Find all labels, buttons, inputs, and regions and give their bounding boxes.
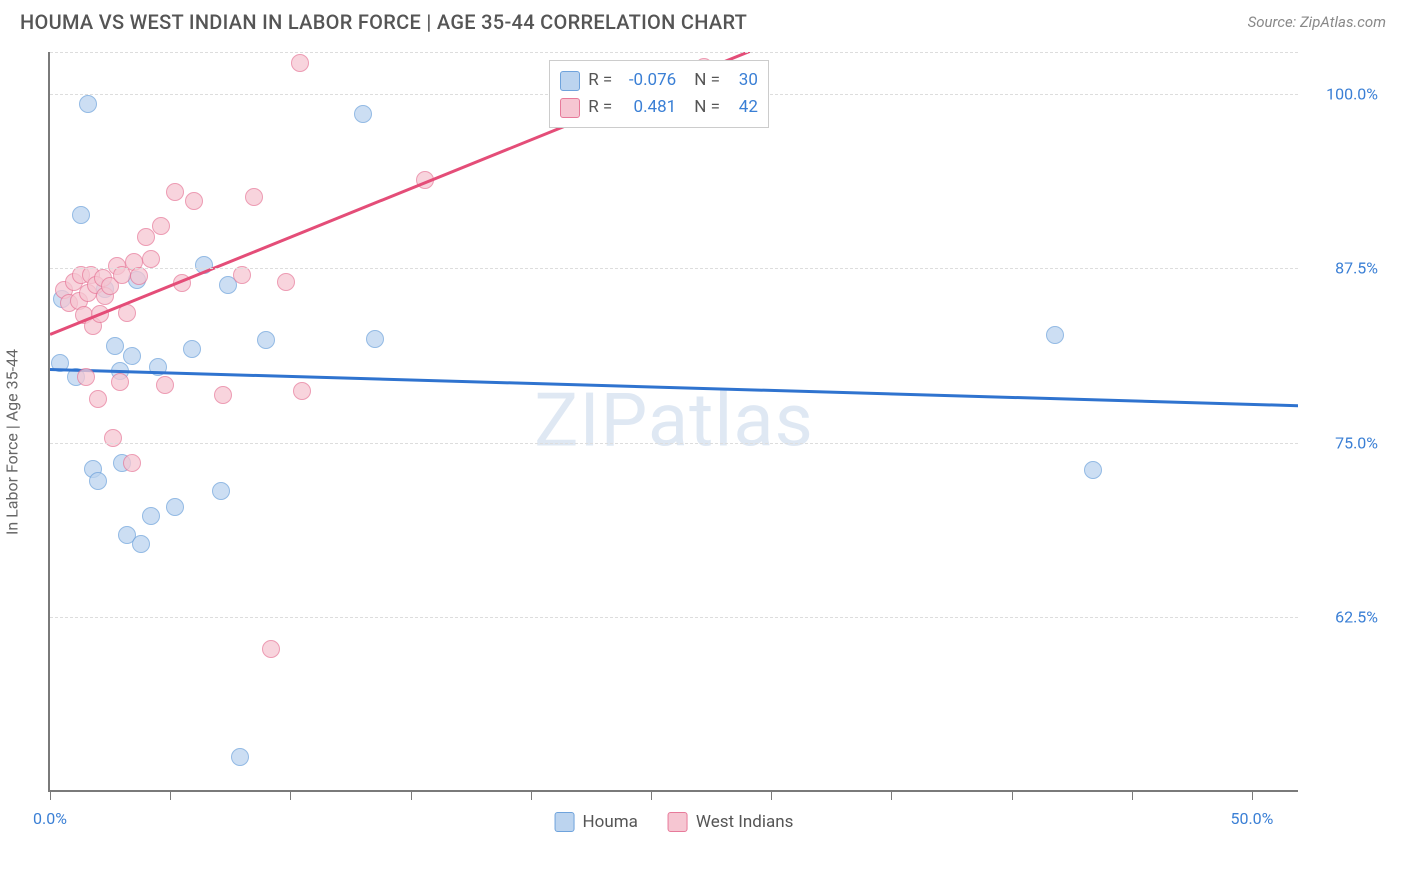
scatter-point-houma [132, 535, 150, 553]
x-tick [891, 790, 892, 800]
scatter-point-west_indians [77, 368, 95, 386]
x-tick-label: 0.0% [33, 809, 67, 828]
legend-swatch-west_indians [668, 812, 688, 832]
scatter-point-houma [166, 498, 184, 516]
source-attribution: Source: ZipAtlas.com [1248, 13, 1386, 31]
y-tick-label: 87.5% [1308, 259, 1378, 278]
x-tick [1252, 790, 1253, 800]
scatter-point-houma [123, 347, 141, 365]
y-tick-label: 62.5% [1308, 608, 1378, 627]
y-axis-label: In Labor Force | Age 35-44 [3, 349, 22, 535]
gridline [50, 52, 1298, 53]
scatter-point-west_indians [293, 382, 311, 400]
legend: Houma West Indians [555, 812, 794, 832]
scatter-point-houma [183, 340, 201, 358]
x-tick [1132, 790, 1133, 800]
x-tick [290, 790, 291, 800]
chart-container: In Labor Force | Age 35-44 ZIPatlas 62.5… [20, 42, 1386, 842]
x-tick [1012, 790, 1013, 800]
scatter-point-west_indians [89, 390, 107, 408]
correlation-stats-box: R = -0.076 N = 30 R = 0.481 N = 42 [549, 60, 769, 128]
stat-n-label: N = [694, 67, 720, 94]
stat-n-value: 42 [728, 94, 758, 121]
scatter-point-houma [354, 105, 372, 123]
scatter-point-west_indians [262, 640, 280, 658]
stat-r-label: R = [588, 94, 612, 121]
stats-row-houma: R = -0.076 N = 30 [560, 67, 758, 94]
gridline [50, 443, 1298, 444]
scatter-point-houma [231, 748, 249, 766]
stat-r-value: -0.076 [620, 67, 676, 94]
scatter-point-west_indians [152, 217, 170, 235]
legend-label: Houma [583, 812, 638, 832]
gridline [50, 268, 1298, 269]
legend-swatch-west_indians [560, 98, 580, 118]
x-tick [771, 790, 772, 800]
trend-line-houma [50, 368, 1298, 407]
legend-swatch-houma [560, 71, 580, 91]
stat-r-label: R = [588, 67, 612, 94]
scatter-point-west_indians [123, 454, 141, 472]
scatter-point-west_indians [111, 373, 129, 391]
scatter-point-west_indians [104, 429, 122, 447]
scatter-point-west_indians [130, 267, 148, 285]
gridline [50, 617, 1298, 618]
scatter-point-west_indians [291, 54, 309, 72]
scatter-point-houma [1084, 461, 1102, 479]
stat-r-value: 0.481 [620, 94, 676, 121]
legend-item-west_indians: West Indians [668, 812, 794, 832]
scatter-point-west_indians [185, 192, 203, 210]
stats-row-west_indians: R = 0.481 N = 42 [560, 94, 758, 121]
scatter-point-houma [72, 206, 90, 224]
y-tick-label: 100.0% [1308, 84, 1378, 103]
scatter-point-houma [79, 95, 97, 113]
legend-item-houma: Houma [555, 812, 638, 832]
scatter-point-west_indians [142, 250, 160, 268]
legend-label: West Indians [696, 812, 794, 832]
x-tick [170, 790, 171, 800]
scatter-point-west_indians [166, 183, 184, 201]
scatter-point-houma [1046, 326, 1064, 344]
scatter-point-houma [142, 507, 160, 525]
legend-swatch-houma [555, 812, 575, 832]
stat-n-label: N = [694, 94, 720, 121]
scatter-point-west_indians [214, 386, 232, 404]
scatter-point-houma [106, 337, 124, 355]
scatter-point-west_indians [245, 188, 263, 206]
plot-area: ZIPatlas 62.5%75.0%87.5%100.0%0.0%50.0%R… [48, 52, 1298, 792]
scatter-point-west_indians [277, 273, 295, 291]
scatter-point-houma [257, 331, 275, 349]
x-tick [651, 790, 652, 800]
y-tick-label: 75.0% [1308, 433, 1378, 452]
x-tick [411, 790, 412, 800]
x-tick-label: 50.0% [1230, 809, 1273, 828]
scatter-point-houma [212, 482, 230, 500]
stat-n-value: 30 [728, 67, 758, 94]
scatter-point-west_indians [156, 376, 174, 394]
x-tick [531, 790, 532, 800]
scatter-point-houma [366, 330, 384, 348]
chart-title: HOUMA VS WEST INDIAN IN LABOR FORCE | AG… [20, 10, 747, 34]
plot-clip: ZIPatlas [50, 52, 1298, 790]
scatter-point-houma [89, 472, 107, 490]
x-tick [50, 790, 51, 800]
